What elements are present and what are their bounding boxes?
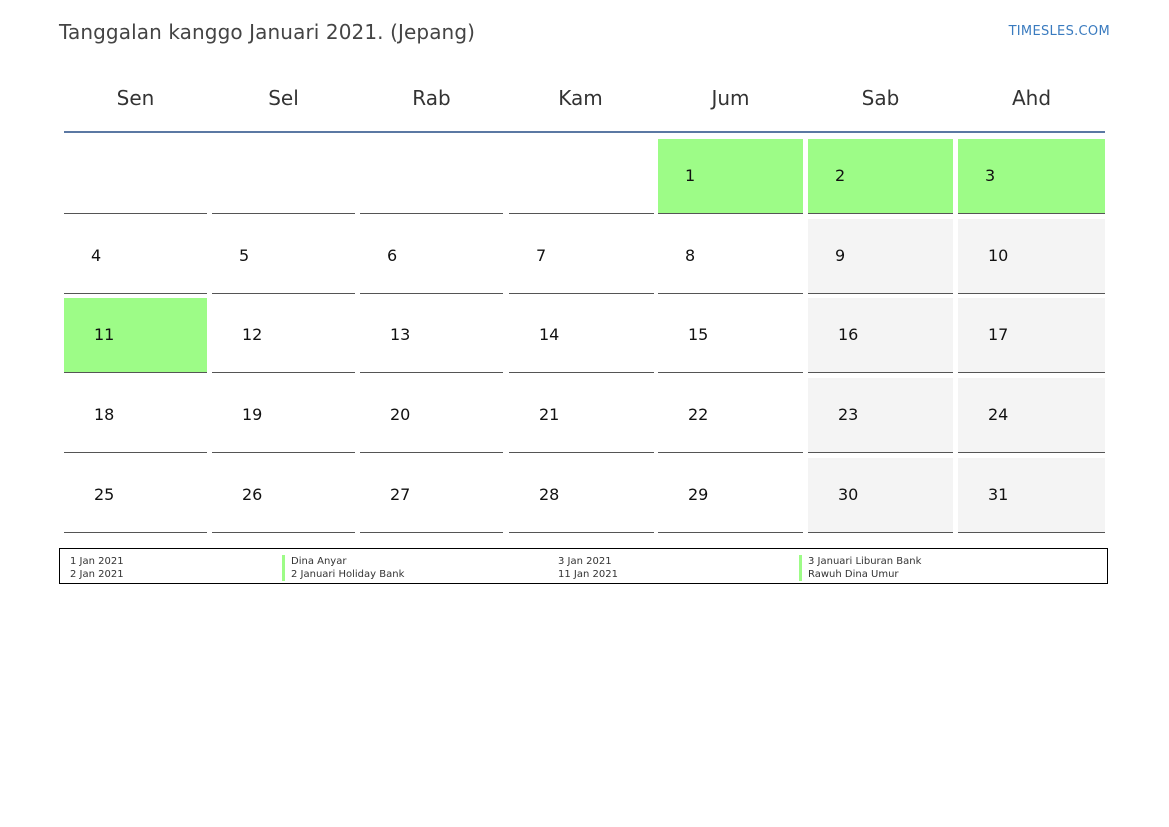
legend-holiday-name: Rawuh Dina Umur bbox=[808, 569, 899, 580]
day-cell: 6 bbox=[360, 219, 503, 294]
header-divider bbox=[64, 131, 1105, 133]
day-cell: 4 bbox=[64, 219, 207, 294]
day-number: 27 bbox=[390, 485, 411, 504]
day-cell: 18 bbox=[64, 378, 207, 453]
day-cell: 25 bbox=[64, 458, 207, 533]
day-cell: 26 bbox=[212, 458, 355, 533]
day-cell: 14 bbox=[509, 298, 654, 373]
day-number: 19 bbox=[242, 405, 263, 424]
day-cell bbox=[64, 139, 207, 214]
day-number: 1 bbox=[685, 166, 696, 185]
legend-holiday-name: 2 Januari Holiday Bank bbox=[291, 569, 405, 580]
day-number: 30 bbox=[838, 485, 859, 504]
day-cell: 24 bbox=[958, 378, 1105, 453]
day-number: 18 bbox=[94, 405, 115, 424]
day-cell: 5 bbox=[212, 219, 355, 294]
day-number: 17 bbox=[988, 325, 1009, 344]
holiday-legend: 1 Jan 2021 2 Jan 2021 Dina Anyar 2 Janua… bbox=[59, 548, 1108, 584]
day-number: 13 bbox=[390, 325, 411, 344]
day-cell: 8 bbox=[658, 219, 803, 294]
weekday-label: Sel bbox=[268, 86, 299, 110]
day-cell bbox=[360, 139, 503, 214]
day-cell: 1 bbox=[658, 139, 803, 214]
day-number: 31 bbox=[988, 485, 1009, 504]
weekday-label: Jum bbox=[711, 86, 750, 110]
day-cell: 28 bbox=[509, 458, 654, 533]
day-cell: 11 bbox=[64, 298, 207, 373]
day-cell: 23 bbox=[808, 378, 953, 453]
day-cell: 2 bbox=[808, 139, 953, 214]
day-number: 14 bbox=[539, 325, 560, 344]
day-number: 22 bbox=[688, 405, 709, 424]
legend-item: 1 Jan 2021 2 Jan 2021 bbox=[70, 555, 124, 581]
weekday-label: Rab bbox=[412, 86, 451, 110]
day-number: 4 bbox=[91, 246, 102, 265]
day-number: 11 bbox=[94, 325, 115, 344]
day-number: 5 bbox=[239, 246, 250, 265]
day-number: 12 bbox=[242, 325, 263, 344]
day-number: 7 bbox=[536, 246, 547, 265]
day-cell: 16 bbox=[808, 298, 953, 373]
day-cell: 19 bbox=[212, 378, 355, 453]
day-cell: 30 bbox=[808, 458, 953, 533]
legend-holiday-name: 3 Januari Liburan Bank bbox=[808, 556, 922, 567]
legend-date: 1 Jan 2021 bbox=[70, 556, 124, 567]
day-number: 26 bbox=[242, 485, 263, 504]
brand-link[interactable]: TIMESLES.COM bbox=[1008, 24, 1110, 39]
day-number: 24 bbox=[988, 405, 1009, 424]
day-cell: 15 bbox=[658, 298, 803, 373]
day-cell: 9 bbox=[808, 219, 953, 294]
weekday-label: Sen bbox=[116, 86, 155, 110]
legend-item: 3 Jan 2021 11 Jan 2021 bbox=[558, 555, 618, 581]
day-cell: 17 bbox=[958, 298, 1105, 373]
weekday-label: Kam bbox=[558, 86, 603, 110]
day-number: 9 bbox=[835, 246, 846, 265]
day-cell: 27 bbox=[360, 458, 503, 533]
day-number: 23 bbox=[838, 405, 859, 424]
day-cell bbox=[212, 139, 355, 214]
day-cell: 12 bbox=[212, 298, 355, 373]
day-cell: 21 bbox=[509, 378, 654, 453]
weekday-label: Ahd bbox=[1011, 86, 1052, 110]
day-number: 20 bbox=[390, 405, 411, 424]
day-cell: 29 bbox=[658, 458, 803, 533]
day-cell: 13 bbox=[360, 298, 503, 373]
legend-holiday-name: Dina Anyar bbox=[291, 556, 347, 567]
legend-date: 11 Jan 2021 bbox=[558, 569, 618, 580]
legend-date: 2 Jan 2021 bbox=[70, 569, 124, 580]
day-number: 3 bbox=[985, 166, 996, 185]
day-cell: 31 bbox=[958, 458, 1105, 533]
day-cell: 7 bbox=[509, 219, 654, 294]
day-cell: 3 bbox=[958, 139, 1105, 214]
day-cell bbox=[509, 139, 654, 214]
day-number: 6 bbox=[387, 246, 398, 265]
day-number: 21 bbox=[539, 405, 560, 424]
page-title: Tanggalan kanggo Januari 2021. (Jepang) bbox=[59, 20, 476, 44]
day-number: 29 bbox=[688, 485, 709, 504]
day-number: 25 bbox=[94, 485, 115, 504]
day-cell: 10 bbox=[958, 219, 1105, 294]
legend-date: 3 Jan 2021 bbox=[558, 556, 612, 567]
day-cell: 20 bbox=[360, 378, 503, 453]
day-number: 2 bbox=[835, 166, 846, 185]
day-number: 15 bbox=[688, 325, 709, 344]
day-number: 10 bbox=[988, 246, 1009, 265]
day-number: 8 bbox=[685, 246, 696, 265]
legend-item: 3 Januari Liburan Bank Rawuh Dina Umur bbox=[799, 555, 921, 581]
day-number: 28 bbox=[539, 485, 560, 504]
day-number: 16 bbox=[838, 325, 859, 344]
legend-item: Dina Anyar 2 Januari Holiday Bank bbox=[282, 555, 404, 581]
weekday-label: Sab bbox=[861, 86, 900, 110]
day-cell: 22 bbox=[658, 378, 803, 453]
